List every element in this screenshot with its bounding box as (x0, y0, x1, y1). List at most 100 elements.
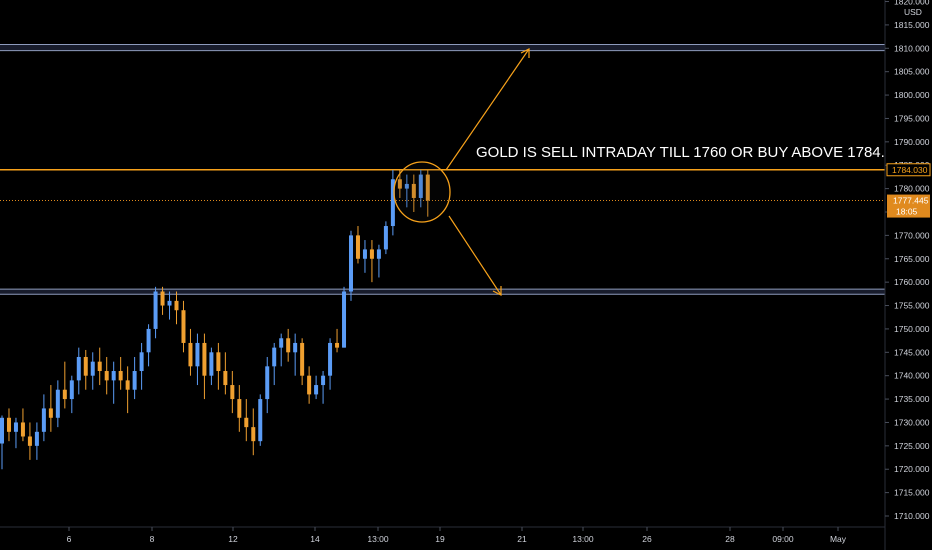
candle-body (425, 174, 430, 201)
candle (237, 385, 242, 432)
candle (48, 385, 53, 432)
buy-arrow-head (520, 48, 530, 58)
y-tick-label: 1795.000 (894, 113, 930, 123)
candle-body (97, 361, 102, 372)
candle-body (153, 291, 158, 329)
candle (20, 408, 25, 442)
candle (362, 240, 367, 273)
candle-body (230, 385, 235, 400)
candle (139, 342, 144, 390)
candle (167, 291, 172, 320)
x-tick-label: 14 (310, 534, 320, 544)
candle (195, 333, 200, 386)
price-lines (0, 168, 885, 202)
y-tick-label: 1765.000 (894, 254, 930, 264)
lower-zone[interactable] (0, 289, 885, 295)
candle-body (349, 235, 353, 292)
candle-body (90, 361, 95, 376)
candle (76, 347, 81, 395)
candle (111, 361, 116, 404)
candle (146, 324, 151, 367)
sell-arrow-line[interactable] (448, 215, 502, 296)
candle (230, 371, 235, 414)
candle (369, 240, 374, 283)
y-tick-label: 1735.000 (894, 394, 930, 404)
candle (27, 422, 32, 460)
candle (265, 356, 270, 414)
candle (251, 408, 256, 456)
y-tick-label: 1720.000 (894, 464, 930, 474)
candle-body (55, 389, 60, 418)
countdown-label: 18:05 (896, 207, 918, 217)
candle (244, 399, 249, 442)
candle (216, 342, 221, 390)
candle (174, 291, 179, 325)
candle (279, 333, 284, 367)
candle-body (69, 380, 74, 400)
y-tick-label: 1725.000 (894, 441, 930, 451)
candle-body (160, 291, 165, 306)
candle (321, 371, 326, 404)
candle-body (362, 249, 367, 259)
y-tick-label: 1790.000 (894, 137, 930, 147)
candle-body (411, 183, 416, 198)
candle-body (209, 352, 214, 376)
candle (118, 356, 123, 390)
highlight-circle[interactable] (393, 161, 451, 223)
candle (90, 352, 95, 390)
candle (153, 286, 158, 339)
resistance-price-tag (886, 163, 931, 177)
candle (41, 394, 46, 442)
time-axis[interactable]: 6 8 12 14 13:00 19 21 13:00 26 28 09:00 May (0, 526, 885, 544)
candle-body (20, 422, 25, 437)
y-tick-label: 1755.000 (894, 301, 930, 311)
candle-body (0, 417, 4, 444)
candle (97, 347, 102, 386)
x-tick-label: 13:00 (367, 534, 389, 544)
annotation-text[interactable]: GOLD IS SELL INTRADAY TILL 1760 OR BUY A… (476, 144, 885, 161)
currency-label: USD (904, 7, 922, 17)
candle-body (376, 249, 381, 259)
candle (34, 422, 39, 460)
y-tick-label: 1760.000 (894, 277, 930, 287)
candle-body (181, 310, 186, 343)
x-tick-label: 13:00 (572, 534, 594, 544)
candle-body (216, 352, 221, 372)
trend-drawings: GOLD IS SELL INTRADAY TILL 1760 OR BUY A… (393, 48, 885, 296)
candle-body (383, 226, 388, 250)
candle (223, 352, 228, 395)
candle (160, 286, 165, 315)
y-tick-label: 1800.000 (894, 90, 930, 100)
candle-body (321, 375, 326, 386)
x-tick-label: 12 (228, 534, 238, 544)
candle (307, 366, 312, 404)
x-tick-label: 09:00 (772, 534, 794, 544)
candle (411, 174, 416, 212)
y-tick-label: 1805.000 (894, 67, 930, 77)
candle (202, 333, 207, 400)
candle-body (418, 174, 423, 198)
candle (342, 286, 347, 348)
candle (286, 328, 291, 362)
y-tick-label: 1815.000 (894, 20, 930, 30)
x-tick-label: 26 (642, 534, 652, 544)
candle (125, 366, 130, 414)
candle-body (223, 371, 228, 386)
candle-body (6, 417, 11, 432)
candle (62, 361, 67, 409)
candle-body (167, 300, 172, 306)
candle-body (27, 436, 32, 446)
candle (335, 328, 340, 353)
candle (0, 415, 4, 470)
candle-body (111, 371, 116, 381)
candle-body (195, 342, 200, 367)
candle (55, 380, 60, 428)
candle (209, 347, 214, 386)
candle-body (132, 371, 137, 390)
candle (181, 300, 186, 353)
buy-arrow-line[interactable] (445, 48, 530, 171)
upper-zone[interactable] (0, 44, 885, 51)
